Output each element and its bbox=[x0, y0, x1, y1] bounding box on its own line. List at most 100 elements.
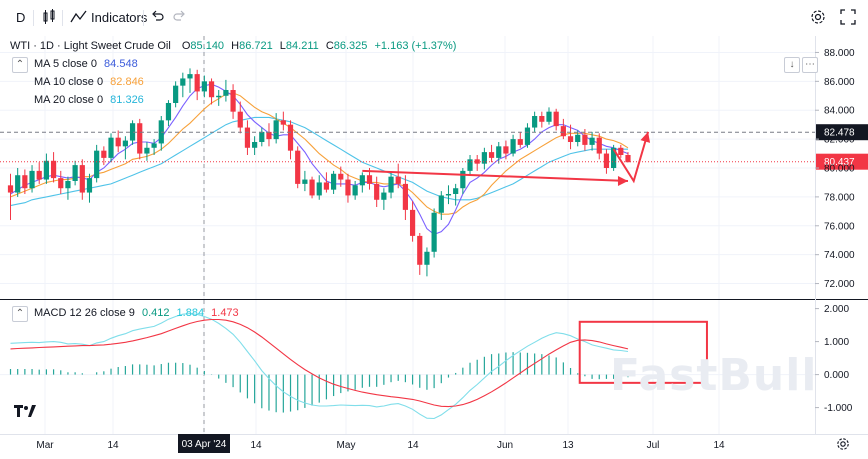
last-price-badge-label: 80.437 bbox=[824, 157, 855, 168]
tradingview-logo-icon bbox=[14, 404, 36, 423]
macd-axis-label: 1.000 bbox=[824, 337, 849, 348]
candle-body bbox=[101, 150, 107, 158]
candle-body bbox=[611, 147, 617, 168]
candle-body bbox=[460, 170, 466, 189]
candle-body bbox=[129, 123, 136, 141]
candle-body bbox=[417, 235, 423, 265]
candle-body bbox=[122, 140, 128, 147]
price-axis-label: 72.000 bbox=[824, 279, 855, 290]
close-label: C bbox=[325, 40, 334, 52]
ma5-line bbox=[10, 83, 629, 236]
indicators-icon[interactable] bbox=[70, 9, 88, 29]
price-axis-label: 88.000 bbox=[824, 48, 855, 59]
redo-icon[interactable] bbox=[172, 9, 186, 29]
candle-body bbox=[524, 127, 531, 145]
indicators-button[interactable]: Indicators bbox=[91, 10, 148, 25]
price-axis-label: 78.000 bbox=[824, 192, 855, 203]
price-axis-label: 74.000 bbox=[824, 250, 855, 261]
candle-body bbox=[43, 160, 49, 180]
price-axis-label: 86.000 bbox=[824, 77, 855, 88]
candle-body bbox=[331, 173, 337, 190]
undo-icon[interactable] bbox=[151, 9, 165, 29]
candle-body bbox=[151, 143, 157, 148]
more-options-button[interactable]: ⋯ bbox=[802, 57, 818, 73]
fullscreen-icon[interactable] bbox=[840, 9, 856, 29]
candle-body bbox=[50, 160, 57, 179]
ma20-legend: MA 20 close 0 81.326 bbox=[34, 94, 144, 106]
macd-hist-value: 0.412 bbox=[141, 307, 170, 319]
candle-body bbox=[273, 120, 279, 140]
candle-body bbox=[7, 185, 14, 193]
candle-body bbox=[187, 74, 193, 79]
macd-signal-line bbox=[10, 318, 629, 408]
candle-body bbox=[546, 111, 552, 122]
interval-button[interactable]: D bbox=[16, 10, 26, 25]
candle-body bbox=[108, 137, 114, 158]
toolbar-divider bbox=[62, 10, 63, 26]
axis-settings-icon[interactable] bbox=[836, 437, 850, 456]
candle-body bbox=[596, 137, 602, 154]
candle-body bbox=[115, 137, 121, 147]
candle-body bbox=[503, 146, 509, 154]
level-badge bbox=[816, 124, 868, 141]
support-arrowhead bbox=[617, 176, 628, 186]
ma10-legend: MA 10 close 0 82.846 bbox=[34, 76, 144, 88]
settings-icon[interactable] bbox=[810, 9, 826, 29]
candle-body bbox=[29, 170, 35, 189]
ma5-label: MA 5 close 0 bbox=[34, 58, 97, 70]
macd-line-value: 1.884 bbox=[176, 307, 205, 319]
close-value: 86.325 bbox=[333, 40, 368, 52]
candle-body bbox=[618, 147, 624, 155]
projection-arrowhead bbox=[640, 131, 651, 143]
candle-body bbox=[180, 78, 186, 86]
candle-body bbox=[553, 111, 559, 127]
candle-body bbox=[560, 126, 566, 137]
candle-body bbox=[65, 181, 71, 189]
high-label: H bbox=[231, 40, 240, 52]
candle-body bbox=[488, 152, 495, 158]
time-axis-label: May bbox=[337, 440, 356, 451]
scroll-down-button[interactable]: ↓ bbox=[784, 57, 800, 73]
ma10-label: MA 10 close 0 bbox=[34, 76, 104, 88]
candle-body bbox=[266, 131, 272, 140]
ma5-value: 84.548 bbox=[104, 58, 138, 70]
toolbar-divider bbox=[33, 10, 34, 26]
candle-body bbox=[216, 95, 222, 98]
candle-body bbox=[302, 179, 308, 184]
candle-body bbox=[445, 194, 452, 196]
candle-body bbox=[15, 175, 21, 193]
candle-body bbox=[223, 90, 229, 96]
collapse-macd-legend-button[interactable]: ⌃ bbox=[12, 306, 28, 322]
price-axis-label: 84.000 bbox=[824, 106, 855, 117]
candle-body bbox=[575, 134, 581, 142]
candle-body bbox=[94, 150, 100, 179]
candle-body bbox=[86, 178, 93, 193]
candle-body bbox=[438, 195, 444, 213]
candle-body bbox=[338, 173, 344, 180]
open-label: O bbox=[181, 40, 191, 52]
watermark: FastBull bbox=[610, 350, 818, 401]
candle-body bbox=[625, 155, 631, 163]
ma20-label: MA 20 close 0 bbox=[34, 94, 104, 106]
candle-body bbox=[316, 182, 322, 196]
candle-body bbox=[381, 192, 387, 200]
support-trend-line bbox=[362, 169, 629, 182]
candle-body bbox=[532, 116, 538, 128]
collapse-legend-button[interactable]: ⌃ bbox=[12, 57, 28, 73]
candle-body bbox=[295, 150, 301, 184]
price-axis-label: 80.000 bbox=[824, 164, 855, 175]
candle-body bbox=[603, 153, 610, 168]
candle-body bbox=[359, 175, 365, 186]
candle-body bbox=[230, 90, 236, 112]
candle-body bbox=[453, 188, 459, 194]
low-value: 84.211 bbox=[285, 40, 319, 52]
candle-body bbox=[510, 139, 516, 154]
ma10-value: 82.846 bbox=[110, 76, 144, 88]
candle-body bbox=[165, 103, 172, 121]
candle-body bbox=[208, 81, 215, 98]
toolbar-divider bbox=[143, 10, 144, 26]
time-axis-label: 14 bbox=[250, 440, 262, 451]
change-value: +1.163 (+1.37%) bbox=[374, 40, 457, 52]
candles-icon[interactable] bbox=[42, 9, 56, 29]
